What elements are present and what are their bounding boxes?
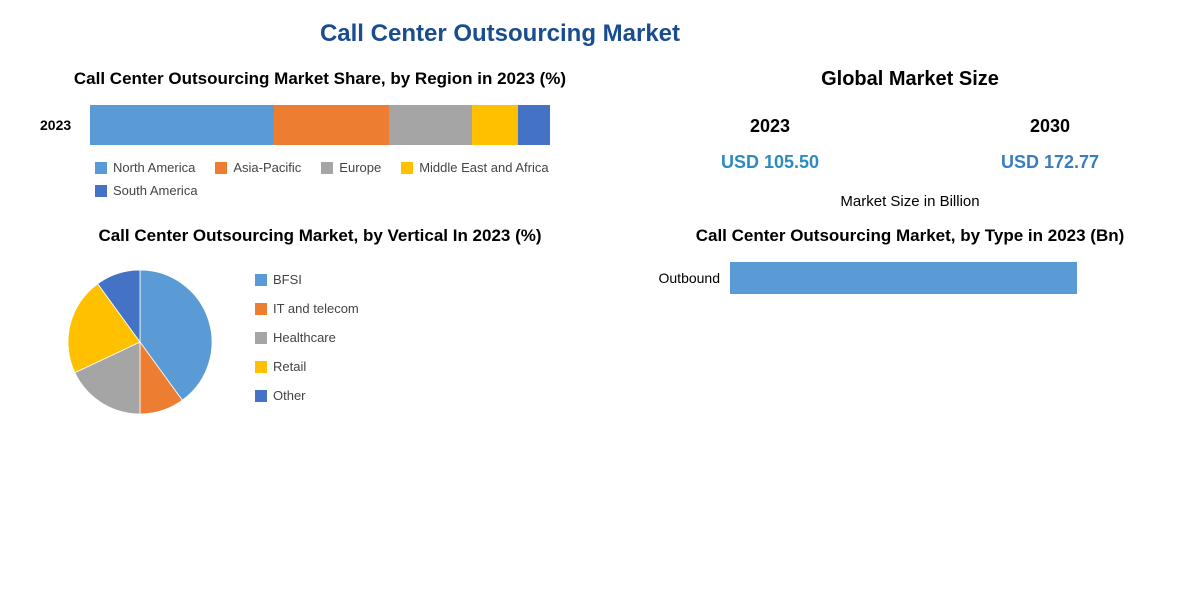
market-size-value-b: USD 172.77: [1001, 152, 1099, 173]
market-size-year-b: 2030: [1030, 116, 1070, 137]
region-stacked-bar: [90, 105, 550, 145]
vertical-chart-title: Call Center Outsourcing Market, by Verti…: [40, 225, 600, 247]
market-size-title: Global Market Size: [630, 68, 1190, 91]
legend-item: Other: [255, 388, 359, 403]
region-legend: North America Asia-Pacific Europe Middle Ea…: [95, 160, 600, 198]
market-size-value-a: USD 105.50: [721, 152, 819, 173]
market-size-note: Market Size in Billion: [630, 193, 1190, 210]
legend-swatch: [95, 162, 107, 174]
region-segment: [472, 105, 518, 145]
legend-item: North America: [95, 160, 195, 175]
legend-swatch: [215, 162, 227, 174]
legend-label: Middle East and Africa: [419, 160, 548, 175]
legend-label: Europe: [339, 160, 381, 175]
legend-item: South America: [95, 183, 198, 198]
legend-item: IT and telecom: [255, 301, 359, 316]
region-year-label: 2023: [40, 117, 80, 133]
legend-label: North America: [113, 160, 195, 175]
legend-label: Asia-Pacific: [233, 160, 301, 175]
region-chart-panel: Call Center Outsourcing Market Share, by…: [40, 68, 600, 210]
legend-item: Europe: [321, 160, 381, 175]
legend-label: IT and telecom: [273, 301, 359, 316]
type-bar: [730, 262, 1077, 294]
region-segment: [274, 105, 389, 145]
legend-swatch: [321, 162, 333, 174]
vertical-chart-panel: Call Center Outsourcing Market, by Verti…: [40, 225, 600, 422]
vertical-pie: [40, 262, 240, 422]
legend-label: Healthcare: [273, 330, 336, 345]
legend-swatch: [95, 185, 107, 197]
legend-item: Middle East and Africa: [401, 160, 548, 175]
region-segment: [389, 105, 472, 145]
legend-swatch: [255, 303, 267, 315]
legend-item: Asia-Pacific: [215, 160, 301, 175]
legend-swatch: [255, 332, 267, 344]
legend-label: Other: [273, 388, 306, 403]
legend-swatch: [255, 274, 267, 286]
legend-label: BFSI: [273, 272, 302, 287]
legend-item: Retail: [255, 359, 359, 374]
market-size-year-a: 2023: [750, 116, 790, 137]
legend-item: Healthcare: [255, 330, 359, 345]
region-chart-title: Call Center Outsourcing Market Share, by…: [40, 68, 600, 90]
type-bar-label: Outbound: [640, 270, 720, 286]
type-bar-row: Outbound: [640, 262, 1180, 294]
legend-swatch: [255, 390, 267, 402]
legend-label: Retail: [273, 359, 306, 374]
region-segment: [90, 105, 274, 145]
page-title: Call Center Outsourcing Market: [0, 20, 1160, 48]
type-bar-wrap: Outbound: [630, 262, 1190, 294]
vertical-legend: BFSI IT and telecom Healthcare Retail Other: [255, 272, 359, 403]
legend-swatch: [255, 361, 267, 373]
legend-swatch: [401, 162, 413, 174]
region-segment: [518, 105, 550, 145]
type-chart-title: Call Center Outsourcing Market, by Type …: [630, 225, 1190, 247]
legend-item: BFSI: [255, 272, 359, 287]
type-chart-panel: Call Center Outsourcing Market, by Type …: [630, 225, 1190, 422]
market-size-panel: Global Market Size 2023 2030 USD 105.50 …: [630, 68, 1190, 210]
legend-label: South America: [113, 183, 198, 198]
